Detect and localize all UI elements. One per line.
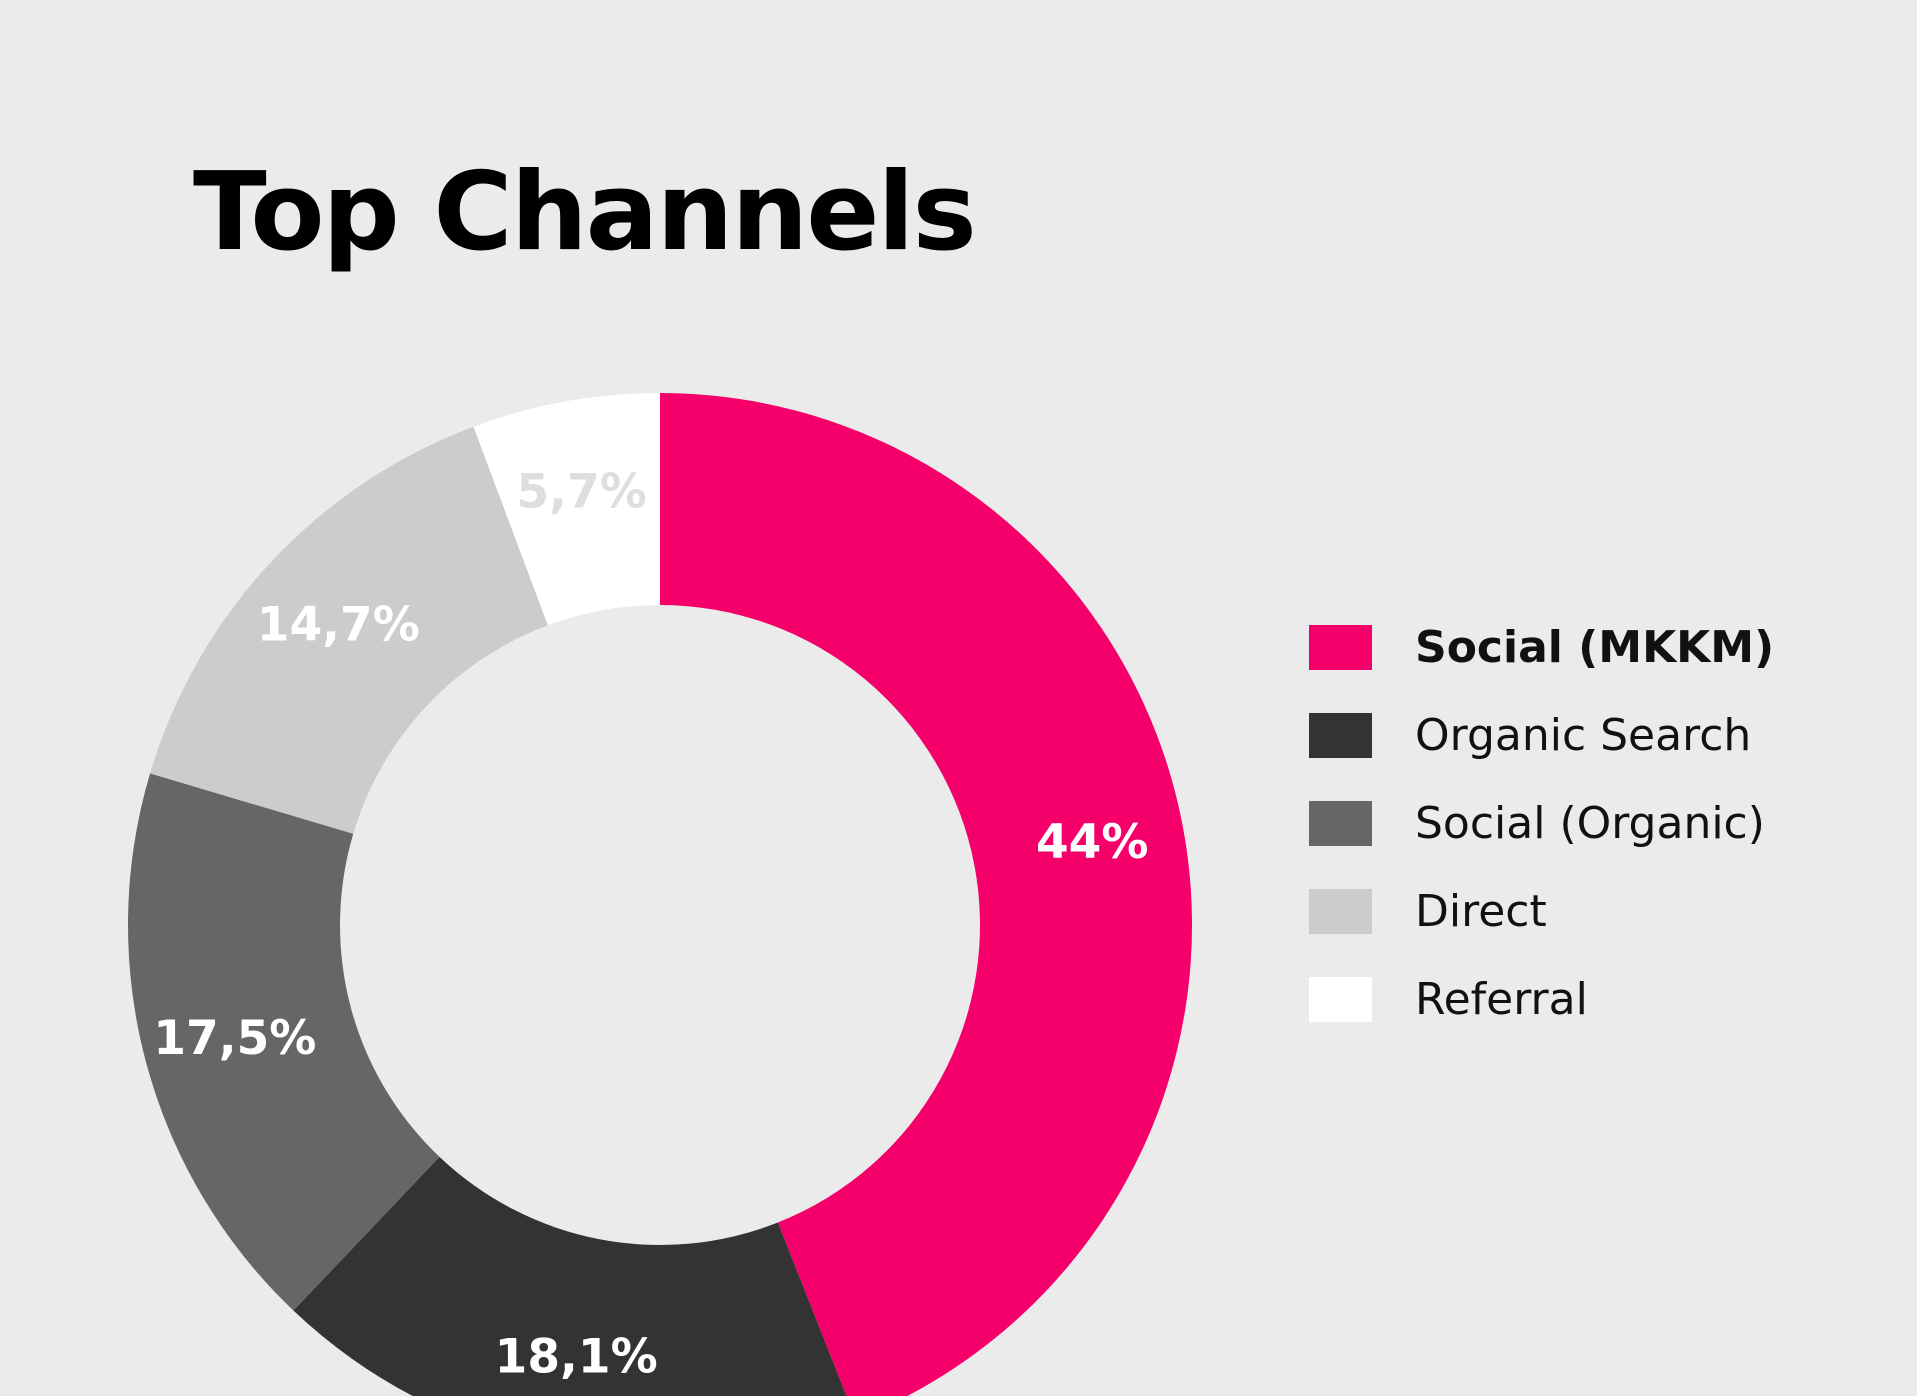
legend-swatch-social-organic (1309, 800, 1372, 846)
slice-referral (473, 393, 660, 626)
legend-swatch-referral (1309, 976, 1372, 1022)
data-label-referral: 5,7% (516, 465, 646, 520)
slice-social-mkkm (660, 393, 1192, 1396)
slice-direct (150, 426, 548, 834)
legend-item-direct: Direct (1309, 867, 1774, 955)
legend-label-organic-search: Organic Search (1415, 709, 1752, 761)
legend-item-social-mkkm: Social (MKKM) (1309, 603, 1774, 691)
legend-label-social-mkkm: Social (MKKM) (1415, 621, 1775, 673)
legend-swatch-direct (1309, 888, 1372, 934)
legend-label-referral: Referral (1415, 973, 1588, 1025)
legend: Social (MKKM) Organic Search Social (Organ… (1309, 603, 1774, 1043)
legend-label-direct: Direct (1415, 885, 1547, 937)
legend-item-social-organic: Social (Organic) (1309, 779, 1774, 867)
data-label-social-mkkm: 44% (1036, 815, 1149, 870)
data-label-organic-search: 18,1% (495, 1329, 658, 1384)
labels-group: 44% 18,1% 17,5% 14,7% 5,7% (153, 465, 1148, 1385)
data-label-direct: 14,7% (257, 597, 420, 652)
legend-label-social-organic: Social (Organic) (1415, 797, 1765, 849)
chart-title: Top Channels (193, 150, 977, 275)
legend-item-referral: Referral (1309, 955, 1774, 1043)
slice-organic-search (293, 1156, 847, 1396)
legend-swatch-social-mkkm (1309, 624, 1372, 670)
data-label-social-organic: 17,5% (153, 1011, 316, 1066)
slice-social-organic (127, 773, 440, 1311)
legend-item-organic-search: Organic Search (1309, 691, 1774, 779)
legend-swatch-organic-search (1309, 712, 1372, 758)
slices-group (127, 393, 1192, 1396)
